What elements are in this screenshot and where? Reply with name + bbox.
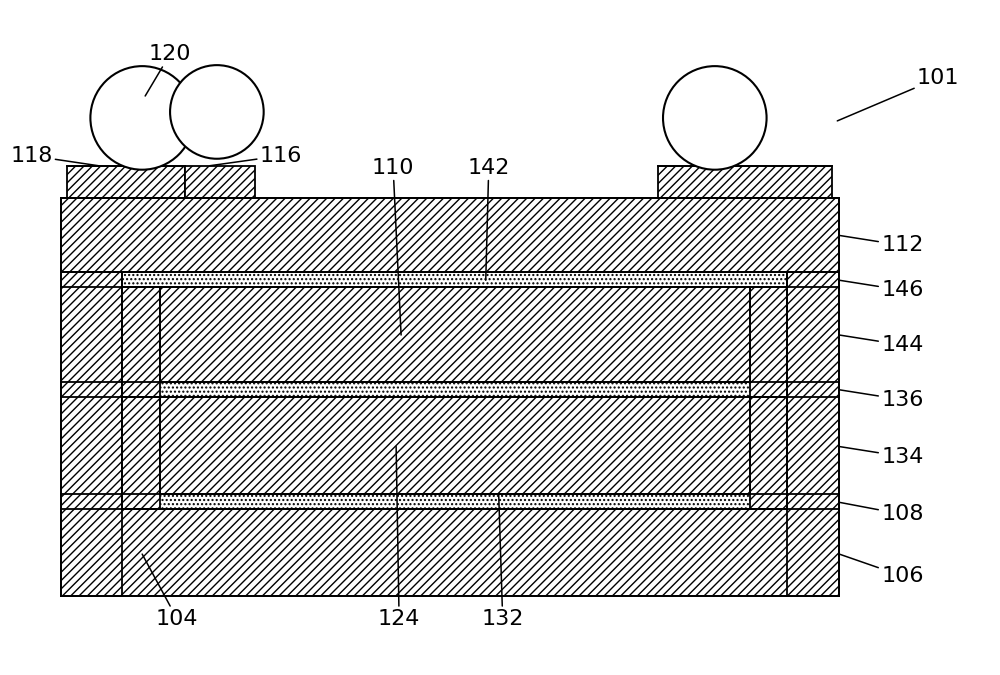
Bar	[185, 166, 255, 198]
Bar	[122, 382, 787, 397]
Text: 132: 132	[481, 494, 524, 629]
Circle shape	[663, 66, 767, 169]
Text: 124: 124	[378, 447, 420, 629]
Text: 134: 134	[839, 446, 923, 466]
Bar	[160, 287, 750, 382]
Bar	[122, 287, 160, 397]
Text: 110: 110	[372, 158, 414, 335]
Text: 104: 104	[142, 554, 198, 629]
Text: 101: 101	[837, 68, 959, 121]
Bar	[122, 494, 787, 509]
Text: 116: 116	[210, 146, 302, 166]
Bar	[67, 166, 185, 198]
Text: 136: 136	[839, 389, 923, 410]
Text: 142: 142	[468, 158, 510, 280]
Bar	[750, 287, 787, 397]
Text: 146: 146	[839, 280, 923, 300]
Circle shape	[170, 65, 264, 159]
Circle shape	[90, 66, 194, 169]
Bar	[787, 198, 839, 596]
Bar	[61, 198, 839, 272]
Bar	[750, 397, 787, 509]
Text: 112: 112	[839, 236, 923, 255]
Bar	[61, 198, 122, 596]
Text: 144: 144	[839, 335, 923, 355]
Text: 108: 108	[839, 502, 924, 524]
Bar	[658, 166, 832, 198]
Text: 118: 118	[10, 146, 98, 166]
Text: 106: 106	[839, 554, 924, 586]
Text: 120: 120	[145, 44, 191, 96]
Bar	[122, 272, 787, 287]
Bar	[61, 509, 839, 596]
Bar	[160, 397, 750, 494]
Bar	[122, 397, 160, 509]
